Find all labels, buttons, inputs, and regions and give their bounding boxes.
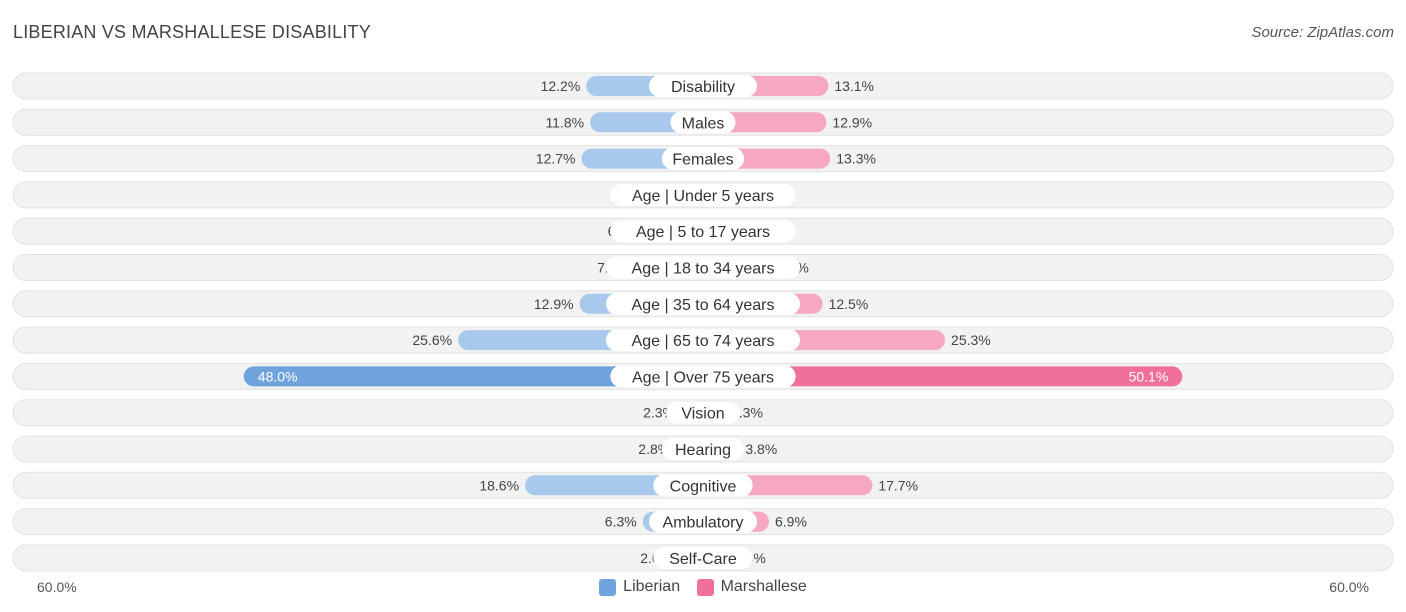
category-label: Hearing xyxy=(675,442,731,459)
category-pill xyxy=(610,183,796,206)
category-label: Age | 35 to 64 years xyxy=(632,297,775,314)
value-label-marshallese: 12.5% xyxy=(829,296,869,312)
category-label: Age | 65 to 74 years xyxy=(632,333,775,350)
axis-right-label: 60.0% xyxy=(1329,579,1369,595)
chart-row: 11.8% 12.9% Males xyxy=(12,108,1394,136)
category-pill xyxy=(666,401,740,424)
value-label-marshallese: 13.1% xyxy=(834,78,874,94)
legend-swatch-liberian xyxy=(599,578,617,596)
chart-row: 2.3% 2.3%Vision xyxy=(12,399,1394,427)
category-pill xyxy=(606,329,800,352)
chart-row: 12.7% 13.3% Females xyxy=(12,145,1394,173)
chart-row: 7.1%7.1%Age | 18 to 34 years xyxy=(12,254,1394,281)
chart-row: 2.6%2.6%Self-Care xyxy=(12,544,1394,572)
value-label-marshallese: 13.3% xyxy=(836,151,876,167)
legend-label-liberian: Liberian xyxy=(623,578,681,595)
value-label-liberian: 11.8% xyxy=(545,114,584,130)
chart-row: 6.3% 6.9% Ambulatory xyxy=(12,508,1394,536)
category-label: Age | 18 to 34 years xyxy=(632,261,775,278)
category-pill xyxy=(649,75,757,97)
category-label: Age | 5 to 17 years xyxy=(636,224,770,241)
value-label-marshallese: 3.8% xyxy=(745,441,777,457)
chart-row: 48.0% 50.1% Age | Over 75 years xyxy=(12,362,1394,390)
category-label: Disability xyxy=(671,79,735,96)
category-pill xyxy=(606,292,800,315)
axis-left-label: 60.0% xyxy=(37,579,77,595)
value-label-marshallese: 25.3% xyxy=(951,332,991,348)
value-label-liberian: 12.2% xyxy=(541,78,581,94)
chart-row: 1.3%0.94%Age | Under 5 years xyxy=(12,181,1394,209)
value-label-liberian: 2.8% xyxy=(638,441,670,457)
value-label-liberian: 12.7% xyxy=(536,151,576,167)
category-label: Ambulatory xyxy=(663,515,744,532)
value-label-marshallese: 17.7% xyxy=(878,477,918,493)
category-pill xyxy=(670,111,736,134)
source-credit: Source: ZipAtlas.com xyxy=(1251,24,1394,41)
value-label-liberian: 25.6% xyxy=(412,332,452,348)
value-label-liberian: 6.3% xyxy=(605,514,637,530)
legend-swatch-marshallese xyxy=(696,578,714,596)
category-label: Vision xyxy=(681,406,724,423)
category-pill xyxy=(606,256,800,279)
category-pill xyxy=(653,546,753,569)
value-label-liberian: 48.0% xyxy=(258,368,298,384)
value-label-marshallese: 6.9% xyxy=(775,514,807,530)
category-pill xyxy=(661,438,745,460)
value-label-liberian: 18.6% xyxy=(479,477,519,493)
category-label: Self-Care xyxy=(669,551,737,568)
category-label: Males xyxy=(682,115,725,132)
category-label: Cognitive xyxy=(670,478,737,495)
category-label: Age | Over 75 years xyxy=(632,369,774,386)
chart-row: 12.9% 12.5% Age | 35 to 64 years xyxy=(12,290,1394,318)
value-label-marshallese: 50.1% xyxy=(1129,368,1169,384)
legend-label-marshallese: Marshallese xyxy=(720,578,807,595)
category-pill xyxy=(661,147,745,170)
bar-liberian xyxy=(243,366,704,387)
value-label-marshallese: 12.9% xyxy=(832,114,872,130)
category-pill xyxy=(653,474,753,497)
chart-row: 12.2% 13.1% Disability xyxy=(12,72,1394,100)
diverging-bar-chart: 12.2% 13.1% Disability 11.8% 12.9% Males 12.7%… xyxy=(12,72,1394,572)
legend-item-liberian[interactable]: Liberian xyxy=(599,578,680,596)
category-pill xyxy=(610,365,796,388)
legend: Liberian Marshallese xyxy=(0,578,1406,601)
category-label: Age | Under 5 years xyxy=(632,188,774,205)
chart-row: 25.6% 25.3% Age | 65 to 74 years xyxy=(12,326,1394,354)
legend-item-marshallese[interactable]: Marshallese xyxy=(696,578,807,596)
category-label: Females xyxy=(672,152,733,169)
chart-title: LIBERIAN VS MARSHALLESE DISABILITY xyxy=(13,22,371,42)
category-pill xyxy=(649,510,757,533)
category-pill xyxy=(610,220,796,243)
value-label-liberian: 12.9% xyxy=(534,296,574,312)
chart-row: 6.0%5.7%Age | 5 to 17 years xyxy=(12,217,1394,245)
bar-marshallese xyxy=(703,366,1183,387)
chart-row: 2.8% 3.8% Hearing xyxy=(12,435,1394,463)
chart-row: 18.6% 17.7% Cognitive xyxy=(12,471,1394,499)
